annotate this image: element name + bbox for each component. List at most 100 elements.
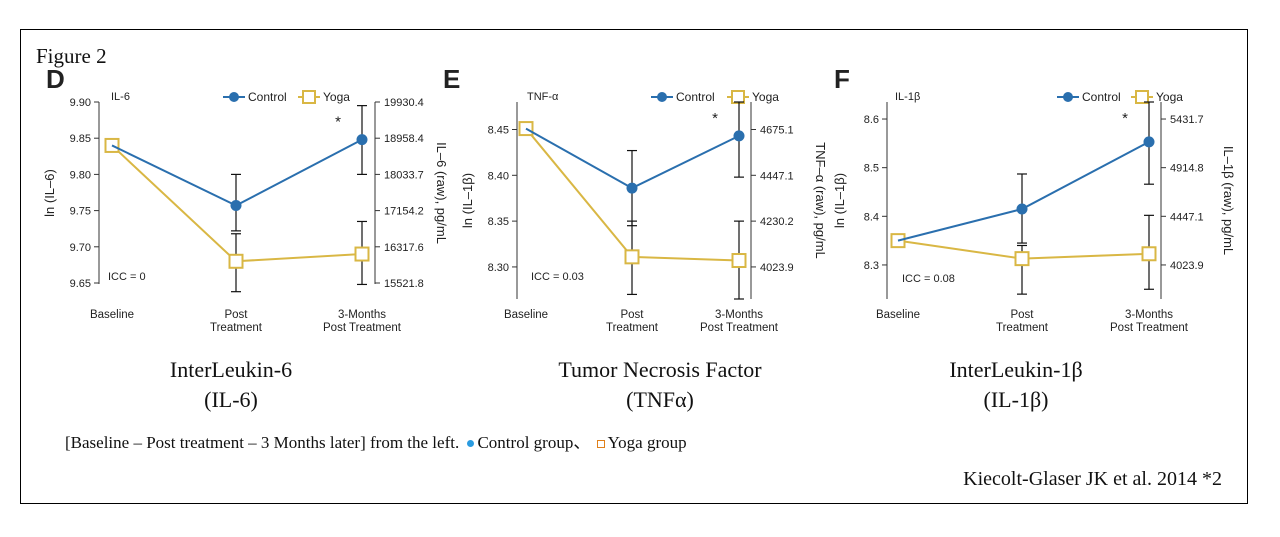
caption-il6-line1: InterLeukin-6 <box>169 357 293 382</box>
y-tick-label: 9.70 <box>70 242 91 254</box>
y2-tick-label: 19930.4 <box>384 97 424 109</box>
y-tick-label: 8.4 <box>864 211 879 223</box>
legend-note-yoga: Yoga group <box>607 433 687 452</box>
chart-panel-e: E TNF-α 8.30 8.35 8.40 8.45 4023.9 4230.2 4447.1… <box>443 64 828 334</box>
x-category-label: 3-Months <box>338 309 386 321</box>
y-tick-label: 9.90 <box>70 97 91 109</box>
yoga-data-point <box>1014 251 1030 267</box>
yoga-data-point <box>624 249 640 265</box>
y2-tick-label: 17154.2 <box>384 206 424 218</box>
y-tick-label: 8.40 <box>488 170 509 182</box>
y-tick-label: 8.45 <box>488 124 509 136</box>
legend-control-label: Control <box>1082 90 1121 104</box>
figure-title: Figure 2 <box>36 44 107 68</box>
panel-title: IL-6 <box>111 91 130 103</box>
y2-tick-label: 5431.7 <box>1170 114 1204 126</box>
control-data-point <box>733 130 745 142</box>
y-tick-label: 9.80 <box>70 169 91 181</box>
control-data-point <box>1016 203 1028 215</box>
panel-letter: D <box>46 64 65 94</box>
control-data-point <box>1143 136 1155 148</box>
icc-label: ICC = 0.03 <box>531 271 584 283</box>
legend-yoga-label: Yoga <box>752 90 779 104</box>
control-dot-icon <box>467 440 475 448</box>
y-tick-label: 8.30 <box>488 262 509 274</box>
y-axis-label: ln (IL–1β) <box>832 173 847 228</box>
caption-il6-line2: (IL-6) <box>204 387 258 412</box>
y-tick-label: 9.75 <box>70 206 91 218</box>
legend-control-label: Control <box>676 90 715 104</box>
x-category-label: 3-Months <box>1125 309 1173 321</box>
caption-il6: InterLeukin-6 (IL-6) <box>81 355 381 415</box>
caption-il1b-line2: (IL-1β) <box>983 387 1049 412</box>
x-category-label: Treatment <box>210 322 263 334</box>
yoga-data-point <box>518 121 534 137</box>
yoga-data-point <box>731 253 747 269</box>
control-data-point <box>230 200 242 212</box>
y2-tick-label: 18958.4 <box>384 133 424 145</box>
yoga-square-icon <box>596 439 605 448</box>
legend-control-marker <box>1063 92 1073 102</box>
legend-yoga-marker <box>731 90 745 104</box>
icc-label: ICC = 0 <box>108 271 146 283</box>
panel-letter: F <box>834 64 850 94</box>
x-category-label: Post <box>224 309 248 321</box>
legend-note-prefix: [Baseline – Post treatment – 3 Months la… <box>65 433 460 452</box>
legend-note: [Baseline – Post treatment – 3 Months la… <box>65 428 687 453</box>
y2-axis-label: TNF–α (raw), pg/mL <box>813 142 828 259</box>
x-category-label: Treatment <box>996 322 1049 334</box>
legend-yoga-marker <box>1135 90 1149 104</box>
x-category-label: Baseline <box>90 309 134 321</box>
yoga-data-point <box>1141 246 1157 262</box>
y-tick-label: 8.5 <box>864 163 879 175</box>
x-category-label: Baseline <box>504 309 548 321</box>
panel-letter: E <box>443 64 460 94</box>
y-tick-label: 8.3 <box>864 260 879 272</box>
x-category-label: Post Treatment <box>1110 322 1189 334</box>
y2-tick-label: 16317.6 <box>384 242 424 254</box>
caption-tnf-line2: (TNFα) <box>626 387 694 412</box>
caption-il1b-line1: InterLeukin-1β <box>949 357 1083 382</box>
caption-tnf-line1: Tumor Necrosis Factor <box>558 357 762 382</box>
y-axis-label: ln (IL–1β) <box>460 173 475 228</box>
panel-title: IL-1β <box>895 91 920 103</box>
y2-tick-label: 4675.1 <box>760 124 794 136</box>
figure-frame <box>20 29 1248 504</box>
x-category-label: Treatment <box>606 322 659 334</box>
y-tick-label: 9.65 <box>70 278 91 290</box>
y2-tick-label: 4447.1 <box>760 170 794 182</box>
y2-tick-label: 18033.7 <box>384 169 424 181</box>
x-category-label: Post <box>620 309 644 321</box>
y2-axis-label: IL–1β (raw), pg/mL <box>1221 146 1236 255</box>
icc-label: ICC = 0.08 <box>902 273 955 285</box>
control-data-point <box>626 182 638 194</box>
x-category-label: Baseline <box>876 309 920 321</box>
legend-yoga-label: Yoga <box>323 90 350 104</box>
significance-mark: * <box>1122 110 1128 127</box>
y-tick-label: 8.35 <box>488 216 509 228</box>
y2-tick-label: 4447.1 <box>1170 211 1204 223</box>
panel-title: TNF-α <box>527 91 559 103</box>
legend-control-label: Control <box>248 90 287 104</box>
y2-tick-label: 4023.9 <box>760 262 794 274</box>
control-data-point <box>356 134 368 146</box>
caption-il1b: InterLeukin-1β (IL-1β) <box>866 355 1166 415</box>
significance-mark: * <box>712 110 718 127</box>
x-category-label: Post Treatment <box>323 322 402 334</box>
y-axis-label: ln (IL–6) <box>42 169 57 217</box>
x-category-label: Post Treatment <box>700 322 779 334</box>
y-tick-label: 9.85 <box>70 133 91 145</box>
legend-control-marker <box>229 92 239 102</box>
significance-mark: * <box>335 114 341 131</box>
chart-panel-f: F IL-1β 8.3 8.4 8.5 8.6 4023.9 4447.1 4914.8 5431… <box>832 64 1236 334</box>
legend-yoga-marker <box>302 90 316 104</box>
chart-panel-d: D IL-6 9.65 9.70 9.75 9.80 9.85 9.90 15521.8 1631… <box>42 64 449 334</box>
legend-yoga-label: Yoga <box>1156 90 1183 104</box>
yoga-data-point <box>228 253 244 269</box>
x-category-label: 3-Months <box>715 309 763 321</box>
y2-tick-label: 4914.8 <box>1170 163 1204 175</box>
caption-tnf: Tumor Necrosis Factor (TNFα) <box>510 355 810 415</box>
y2-tick-label: 4230.2 <box>760 216 794 228</box>
y2-tick-label: 4023.9 <box>1170 260 1204 272</box>
citation: Kiecolt-Glaser JK et al. 2014 *2 <box>963 468 1222 490</box>
